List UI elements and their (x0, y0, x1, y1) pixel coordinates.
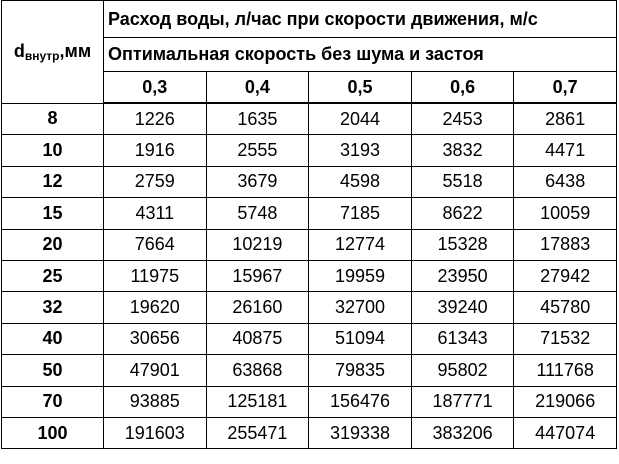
flow-cell: 383206 (410, 416, 515, 450)
flow-cell: 5748 (205, 197, 310, 230)
flow-cell: 1916 (103, 134, 207, 167)
speed-cell: 0,7 (513, 71, 617, 104)
flow-cell: 2759 (103, 165, 207, 199)
flow-cell: 3193 (308, 134, 412, 167)
flow-cell: 4471 (513, 134, 617, 167)
speed-cell: 0,4 (205, 71, 310, 104)
flow-cell: 125181 (205, 385, 310, 418)
flow-cell: 95802 (410, 354, 515, 387)
data-row: 12 2759 3679 4598 5518 6438 (1, 165, 617, 199)
flow-cell: 255471 (205, 416, 310, 450)
flow-cell: 4598 (308, 165, 412, 199)
flow-cell: 2453 (410, 102, 515, 136)
diameter-cell: 40 (1, 322, 104, 356)
flow-cell: 12774 (308, 228, 412, 261)
speed-cell: 0,5 (308, 71, 412, 104)
header-row: Оптимальная скорость без шума и застоя (2, 37, 617, 72)
diameter-cell: 12 (1, 165, 104, 199)
data-row: 100 191603 255471 319338 383206 447074 (1, 416, 617, 450)
flow-cell: 219066 (513, 385, 617, 418)
flow-cell: 17883 (513, 228, 617, 261)
flow-cell: 19959 (308, 259, 412, 293)
data-row: 15 4311 5748 7185 8622 10059 (1, 197, 617, 230)
flow-cell: 11975 (103, 259, 207, 293)
header-row: dвнутр,мм Расход воды, л/час при скорост… (1, 0, 617, 104)
flow-cell: 156476 (308, 385, 412, 418)
flow-cell: 111768 (513, 354, 617, 387)
flow-cell: 27942 (513, 259, 617, 293)
flow-cell: 447074 (513, 416, 617, 450)
corner-suffix: ,мм (59, 40, 92, 61)
flow-cell: 26160 (205, 291, 310, 324)
flow-cell: 5518 (410, 165, 515, 199)
flow-cell: 7664 (103, 228, 207, 261)
corner-cell: dвнутр,мм (1, 0, 104, 104)
flow-cell: 4311 (103, 197, 207, 230)
flow-cell: 319338 (308, 416, 412, 450)
flow-cell: 2044 (308, 102, 412, 136)
flow-cell: 6438 (513, 165, 617, 199)
flow-cell: 19620 (103, 291, 207, 324)
data-row: 25 11975 15967 19959 23950 27942 (1, 259, 617, 293)
data-row: 50 47901 63868 79835 95802 111768 (1, 354, 617, 387)
flow-cell: 47901 (103, 354, 207, 387)
diameter-cell: 100 (1, 416, 104, 450)
data-row: 10 1916 2555 3193 3832 4471 (1, 134, 617, 167)
flow-cell: 30656 (103, 322, 207, 356)
data-row: 32 19620 26160 32700 39240 45780 (1, 291, 617, 324)
flow-cell: 63868 (205, 354, 310, 387)
flow-cell: 3832 (410, 134, 515, 167)
flow-cell: 93885 (103, 385, 207, 418)
flow-cell: 1226 (103, 102, 207, 136)
flow-cell: 15967 (205, 259, 310, 293)
flow-cell: 10219 (205, 228, 310, 261)
flow-cell: 3679 (205, 165, 310, 199)
diameter-cell: 70 (1, 385, 104, 418)
corner-sub: внутр (24, 48, 60, 63)
flow-cell: 71532 (513, 322, 617, 356)
flow-cell: 23950 (410, 259, 515, 293)
diameter-cell: 8 (1, 102, 104, 136)
subtitle: Оптимальная скорость без шума и застоя (103, 37, 617, 72)
speed-cell: 0,3 (103, 71, 207, 104)
diameter-cell: 32 (1, 291, 104, 324)
data-row: 8 1226 1635 2044 2453 2861 (1, 102, 617, 136)
flow-cell: 32700 (308, 291, 412, 324)
flow-cell: 1635 (205, 102, 310, 136)
flow-cell: 39240 (410, 291, 515, 324)
flow-cell: 10059 (513, 197, 617, 230)
flow-cell: 2555 (205, 134, 310, 167)
diameter-cell: 50 (1, 354, 104, 387)
flow-cell: 45780 (513, 291, 617, 324)
flow-cell: 7185 (308, 197, 412, 230)
table-body: dвнутр,мм Расход воды, л/час при скорост… (1, 0, 617, 450)
flow-cell: 51094 (308, 322, 412, 356)
title: Расход воды, л/час при скорости движения… (103, 0, 617, 38)
flow-cell: 187771 (410, 385, 515, 418)
flow-cell: 79835 (308, 354, 412, 387)
corner-main: d (13, 40, 25, 61)
data-row: 70 93885 125181 156476 187771 219066 (1, 385, 617, 418)
flow-cell: 2861 (513, 102, 617, 136)
flow-cell: 191603 (103, 416, 207, 450)
flow-table: dвнутр,мм Расход воды, л/час при скорост… (1, 0, 617, 450)
diameter-cell: 20 (1, 228, 104, 261)
flow-cell: 8622 (410, 197, 515, 230)
speed-row: 0,3 0,4 0,5 0,6 0,7 (2, 71, 617, 104)
flow-cell: 40875 (205, 322, 310, 356)
diameter-cell: 15 (1, 197, 104, 230)
flow-cell: 15328 (410, 228, 515, 261)
diameter-cell: 25 (1, 259, 104, 293)
data-row: 20 7664 10219 12774 15328 17883 (1, 228, 617, 261)
diameter-cell: 10 (1, 134, 104, 167)
speed-cell: 0,6 (410, 71, 515, 104)
data-row: 40 30656 40875 51094 61343 71532 (1, 322, 617, 356)
flow-cell: 61343 (410, 322, 515, 356)
